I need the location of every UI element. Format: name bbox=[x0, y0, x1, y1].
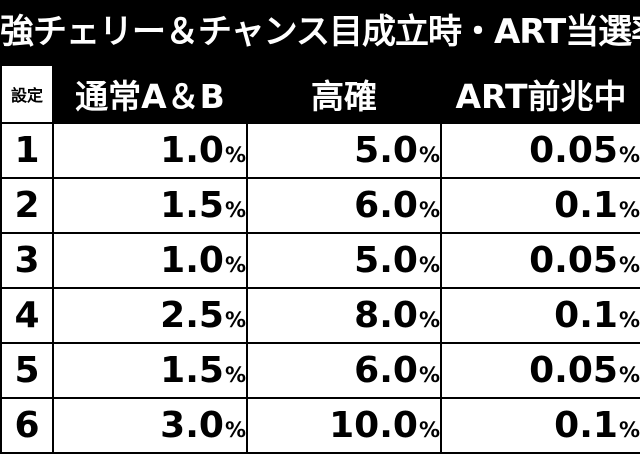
table-row: 1 1.0% 5.0% 0.05% bbox=[0, 122, 640, 179]
art-rate-table: 設定 通常A＆B 高確 ART前兆中 1 1.0% 5.0% 0.05% 2 1… bbox=[0, 64, 640, 454]
setting-cell: 2 bbox=[0, 177, 54, 234]
header-high: 高確 bbox=[246, 64, 442, 124]
art-rate-cell: 0.05% bbox=[440, 232, 640, 289]
high-rate-cell: 5.0% bbox=[246, 232, 442, 289]
normal-rate-cell: 1.5% bbox=[52, 342, 248, 399]
table-row: 5 1.5% 6.0% 0.05% bbox=[0, 342, 640, 399]
normal-rate-cell: 1.5% bbox=[52, 177, 248, 234]
normal-rate-cell: 2.5% bbox=[52, 287, 248, 344]
setting-cell: 4 bbox=[0, 287, 54, 344]
art-rate-cell: 0.1% bbox=[440, 177, 640, 234]
high-rate-cell: 6.0% bbox=[246, 177, 442, 234]
art-rate-cell: 0.05% bbox=[440, 342, 640, 399]
table-header-row: 設定 通常A＆B 高確 ART前兆中 bbox=[0, 64, 640, 124]
high-rate-cell: 5.0% bbox=[246, 122, 442, 179]
high-rate-cell: 6.0% bbox=[246, 342, 442, 399]
header-setting: 設定 bbox=[0, 64, 54, 124]
header-art: ART前兆中 bbox=[440, 64, 640, 124]
table-row: 3 1.0% 5.0% 0.05% bbox=[0, 232, 640, 289]
setting-cell: 6 bbox=[0, 397, 54, 454]
normal-rate-cell: 1.0% bbox=[52, 232, 248, 289]
normal-rate-cell: 1.0% bbox=[52, 122, 248, 179]
header-normal: 通常A＆B bbox=[52, 64, 248, 124]
art-rate-cell: 0.1% bbox=[440, 397, 640, 454]
high-rate-cell: 8.0% bbox=[246, 287, 442, 344]
table-row: 6 3.0% 10.0% 0.1% bbox=[0, 397, 640, 454]
page-title: 強チェリー＆チャンス目成立時・ART当選率 bbox=[0, 0, 640, 64]
setting-cell: 5 bbox=[0, 342, 54, 399]
art-rate-cell: 0.1% bbox=[440, 287, 640, 344]
table-row: 4 2.5% 8.0% 0.1% bbox=[0, 287, 640, 344]
setting-cell: 1 bbox=[0, 122, 54, 179]
setting-cell: 3 bbox=[0, 232, 54, 289]
high-rate-cell: 10.0% bbox=[246, 397, 442, 454]
art-rate-cell: 0.05% bbox=[440, 122, 640, 179]
table-row: 2 1.5% 6.0% 0.1% bbox=[0, 177, 640, 234]
normal-rate-cell: 3.0% bbox=[52, 397, 248, 454]
